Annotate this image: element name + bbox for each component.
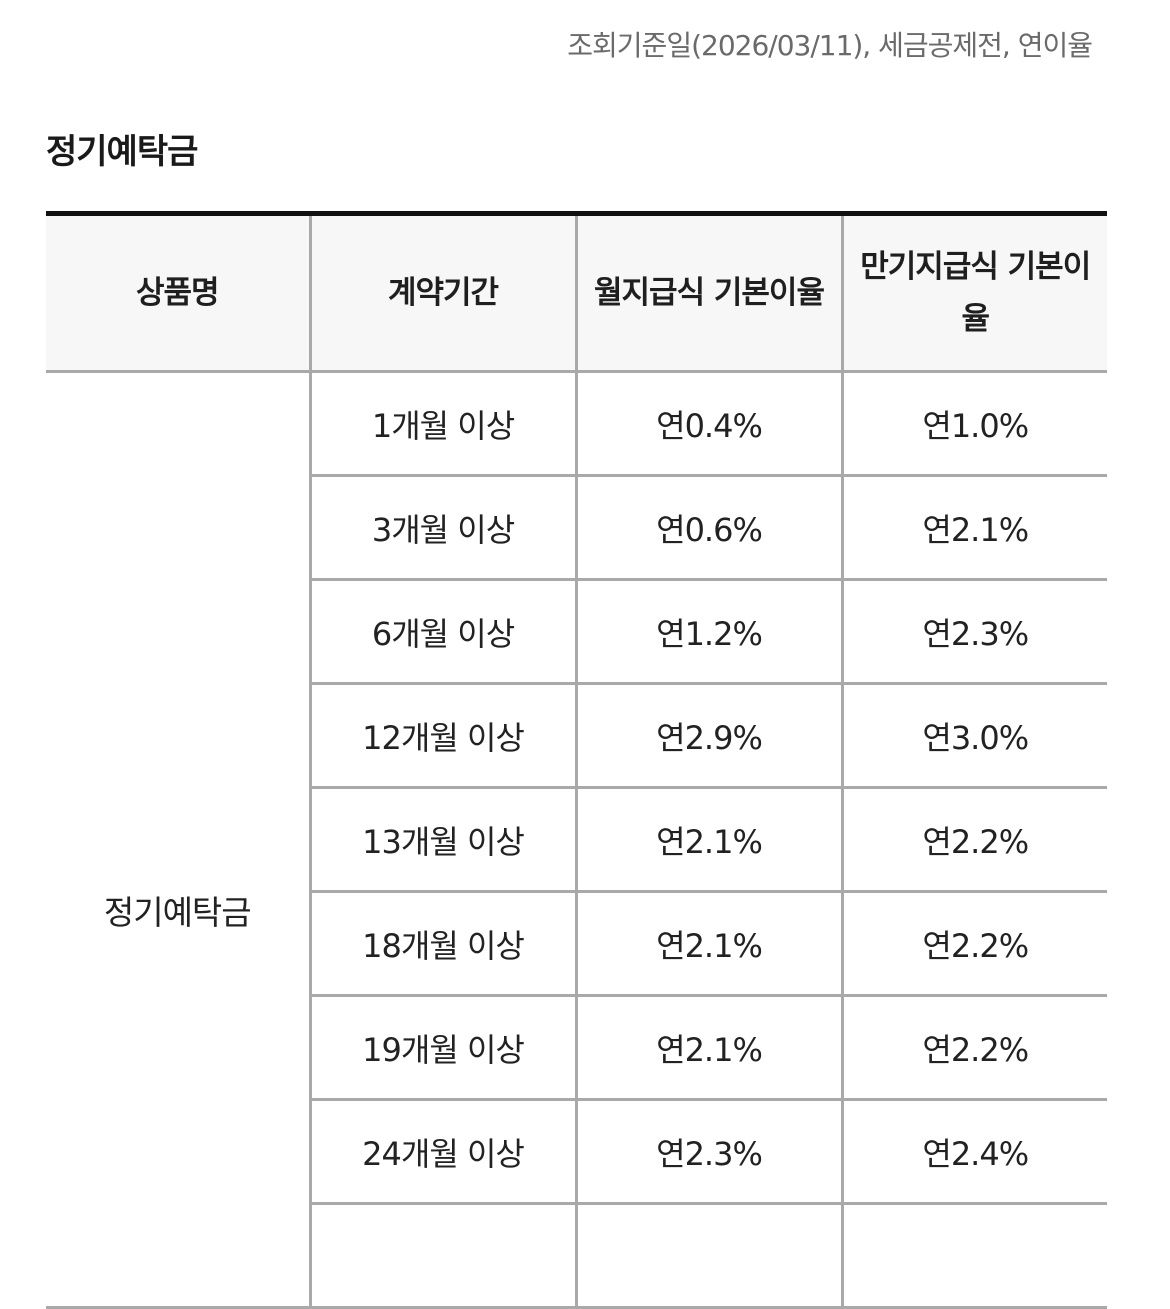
- contract-period-cell: 12개월 이상: [308, 683, 576, 789]
- table-row: 19개월 이상 연2.1% 연2.2%: [46, 995, 1107, 1101]
- table-row: 13개월 이상 연2.1% 연2.2%: [46, 787, 1107, 893]
- maturity-rate-cell: 연2.1%: [840, 475, 1107, 581]
- contract-period-cell: 18개월 이상: [308, 891, 576, 997]
- table-row: 12개월 이상 연2.9% 연3.0%: [46, 683, 1107, 789]
- monthly-rate-cell: 연0.4%: [574, 371, 842, 477]
- header-monthly-rate: 월지급식 기본이율: [574, 213, 842, 373]
- rate-table-body: 정기예탁금 1개월 이상 연0.4% 연1.0% 3개월 이상 연0.6% 연2.1% 6개월…: [46, 371, 1107, 1309]
- header-maturity-rate: 만기지급식 기본이율: [840, 213, 1107, 373]
- maturity-rate-cell: 연2.2%: [840, 891, 1107, 997]
- maturity-rate-cell: [840, 1203, 1107, 1309]
- header-contract-period: 계약기간: [308, 213, 576, 373]
- rate-table: 상품명 계약기간 월지급식 기본이율 만기지급식 기본이율 정기예탁금 1개월 이…: [46, 211, 1107, 1309]
- contract-period-cell: 1개월 이상: [308, 371, 576, 477]
- rate-table-container: 상품명 계약기간 월지급식 기본이율 만기지급식 기본이율 정기예탁금 1개월 이…: [46, 211, 1107, 1309]
- monthly-rate-cell: 연2.9%: [574, 683, 842, 789]
- rate-table-header: 상품명 계약기간 월지급식 기본이율 만기지급식 기본이율: [46, 213, 1107, 373]
- maturity-rate-cell: 연2.3%: [840, 579, 1107, 685]
- table-row: 24개월 이상 연2.3% 연2.4%: [46, 1099, 1107, 1205]
- monthly-rate-cell: 연2.1%: [574, 995, 842, 1101]
- monthly-rate-cell: 연2.3%: [574, 1099, 842, 1205]
- maturity-rate-cell: 연2.2%: [840, 787, 1107, 893]
- monthly-rate-cell: 연1.2%: [574, 579, 842, 685]
- maturity-rate-cell: 연2.2%: [840, 995, 1107, 1101]
- header-product-name: 상품명: [46, 213, 310, 373]
- maturity-rate-cell: 연3.0%: [840, 683, 1107, 789]
- contract-period-cell: 6개월 이상: [308, 579, 576, 685]
- section-title: 정기예탁금: [46, 132, 198, 172]
- header-row: 상품명 계약기간 월지급식 기본이율 만기지급식 기본이율: [46, 213, 1107, 373]
- table-row: 3개월 이상 연0.6% 연2.1%: [46, 475, 1107, 581]
- contract-period-cell: 13개월 이상: [308, 787, 576, 893]
- monthly-rate-cell: 연2.1%: [574, 787, 842, 893]
- contract-period-cell: 24개월 이상: [308, 1099, 576, 1205]
- product-name-cell: 정기예탁금: [46, 371, 310, 1309]
- contract-period-cell: 19개월 이상: [308, 995, 576, 1101]
- table-row: 6개월 이상 연1.2% 연2.3%: [46, 579, 1107, 685]
- maturity-rate-cell: 연1.0%: [840, 371, 1107, 477]
- table-row: 18개월 이상 연2.1% 연2.2%: [46, 891, 1107, 997]
- table-row: 정기예탁금 1개월 이상 연0.4% 연1.0%: [46, 371, 1107, 1309]
- monthly-rate-cell: 연0.6%: [574, 475, 842, 581]
- monthly-rate-cell: [574, 1203, 842, 1309]
- monthly-rate-cell: 연2.1%: [574, 891, 842, 997]
- maturity-rate-cell: 연2.4%: [840, 1099, 1107, 1205]
- contract-period-cell: [308, 1203, 576, 1309]
- inquiry-date-notice: 조회기준일(2026/03/11), 세금공제전, 연이율: [567, 29, 1093, 62]
- contract-period-cell: 3개월 이상: [308, 475, 576, 581]
